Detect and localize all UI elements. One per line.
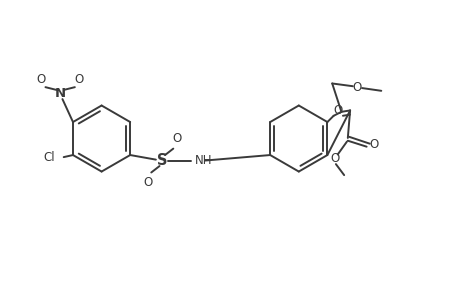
Text: Cl: Cl: [44, 151, 56, 164]
Text: O: O: [36, 73, 45, 86]
Text: O: O: [352, 81, 361, 94]
Text: O: O: [369, 138, 378, 151]
Text: O: O: [143, 176, 152, 189]
Text: O: O: [332, 104, 341, 117]
Text: O: O: [75, 73, 84, 86]
Text: NH: NH: [194, 154, 212, 167]
Text: N: N: [55, 87, 66, 100]
Text: O: O: [172, 133, 181, 146]
Text: S: S: [157, 153, 167, 168]
Text: O: O: [330, 152, 339, 165]
